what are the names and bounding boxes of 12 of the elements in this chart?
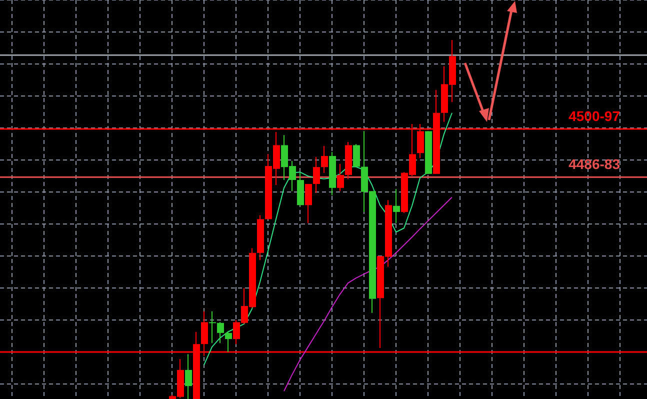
candlestick	[217, 322, 224, 344]
candlestick	[209, 310, 216, 344]
text: 4500-97	[568, 108, 620, 124]
candlestick	[321, 145, 328, 174]
candlestick	[393, 188, 400, 224]
text: 4486-83	[568, 156, 620, 172]
candlestick	[337, 163, 344, 192]
candlestick	[313, 156, 320, 194]
candlestick	[305, 183, 312, 224]
candlestick	[353, 144, 360, 168]
candlestick	[185, 354, 192, 399]
candlestick	[225, 330, 232, 352]
